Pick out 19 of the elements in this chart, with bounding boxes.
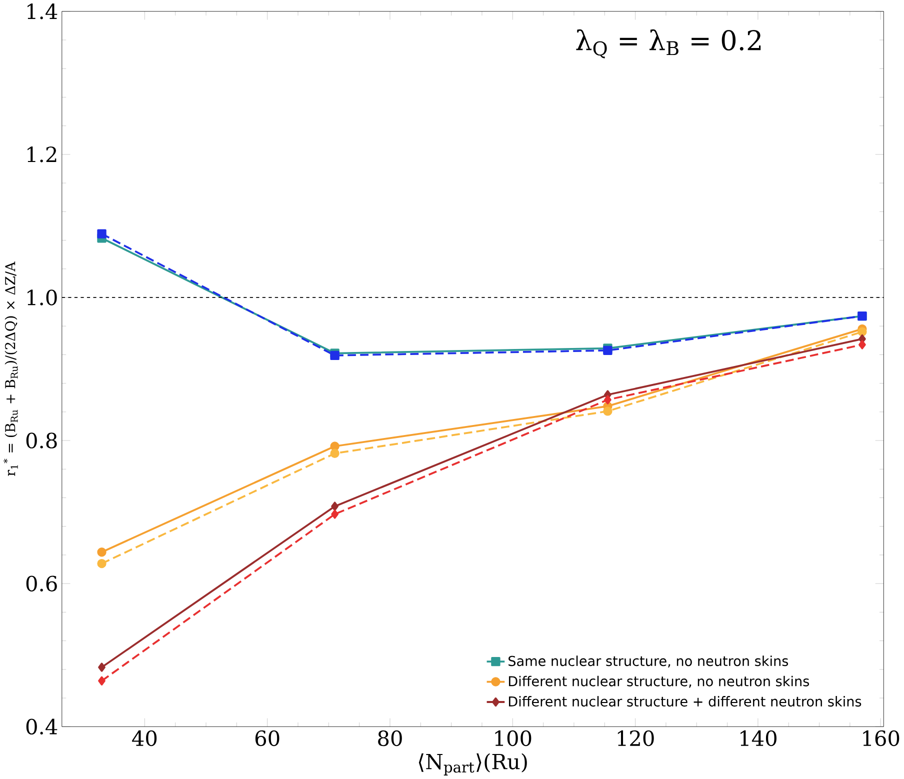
- x-tick-label: 100: [495, 730, 532, 746]
- y-tick-label: 1.0: [28, 290, 57, 306]
- x-tick-label: 40: [132, 730, 157, 746]
- x-tick-label: 80: [378, 730, 402, 746]
- x-tick-label: 140: [740, 730, 776, 746]
- legend-label: Different nuclear structure, no neutron skins: [508, 676, 810, 688]
- x-axis-title: ⟨N$_{part}$⟩(Ru): [418, 753, 527, 776]
- legend-label: Same nuclear structure, no neutron skins: [508, 656, 788, 668]
- y-tick-label: 0.6: [26, 576, 57, 592]
- y-tick-label: 0.4: [26, 718, 58, 735]
- legend-label: Different nuclear structure + different neutron skins: [508, 696, 862, 707]
- y-tick-label: 1.2: [28, 146, 56, 162]
- annotation: λ$_{Q}$ = λ$_{B}$ = 0.2: [576, 29, 761, 58]
- y-tick-label: 1.4: [28, 4, 58, 20]
- x-tick-label: 120: [618, 730, 654, 746]
- y-axis-title: r$_{1}$$^{*}$ = (B$_{Ru}$ + B$_{Ru}$)/(2ΔQ) × ΔZ/A: [3, 262, 18, 476]
- x-tick-label: 160: [863, 730, 900, 746]
- y-tick-label: 0.8: [26, 432, 57, 448]
- x-tick-label: 60: [255, 730, 280, 746]
